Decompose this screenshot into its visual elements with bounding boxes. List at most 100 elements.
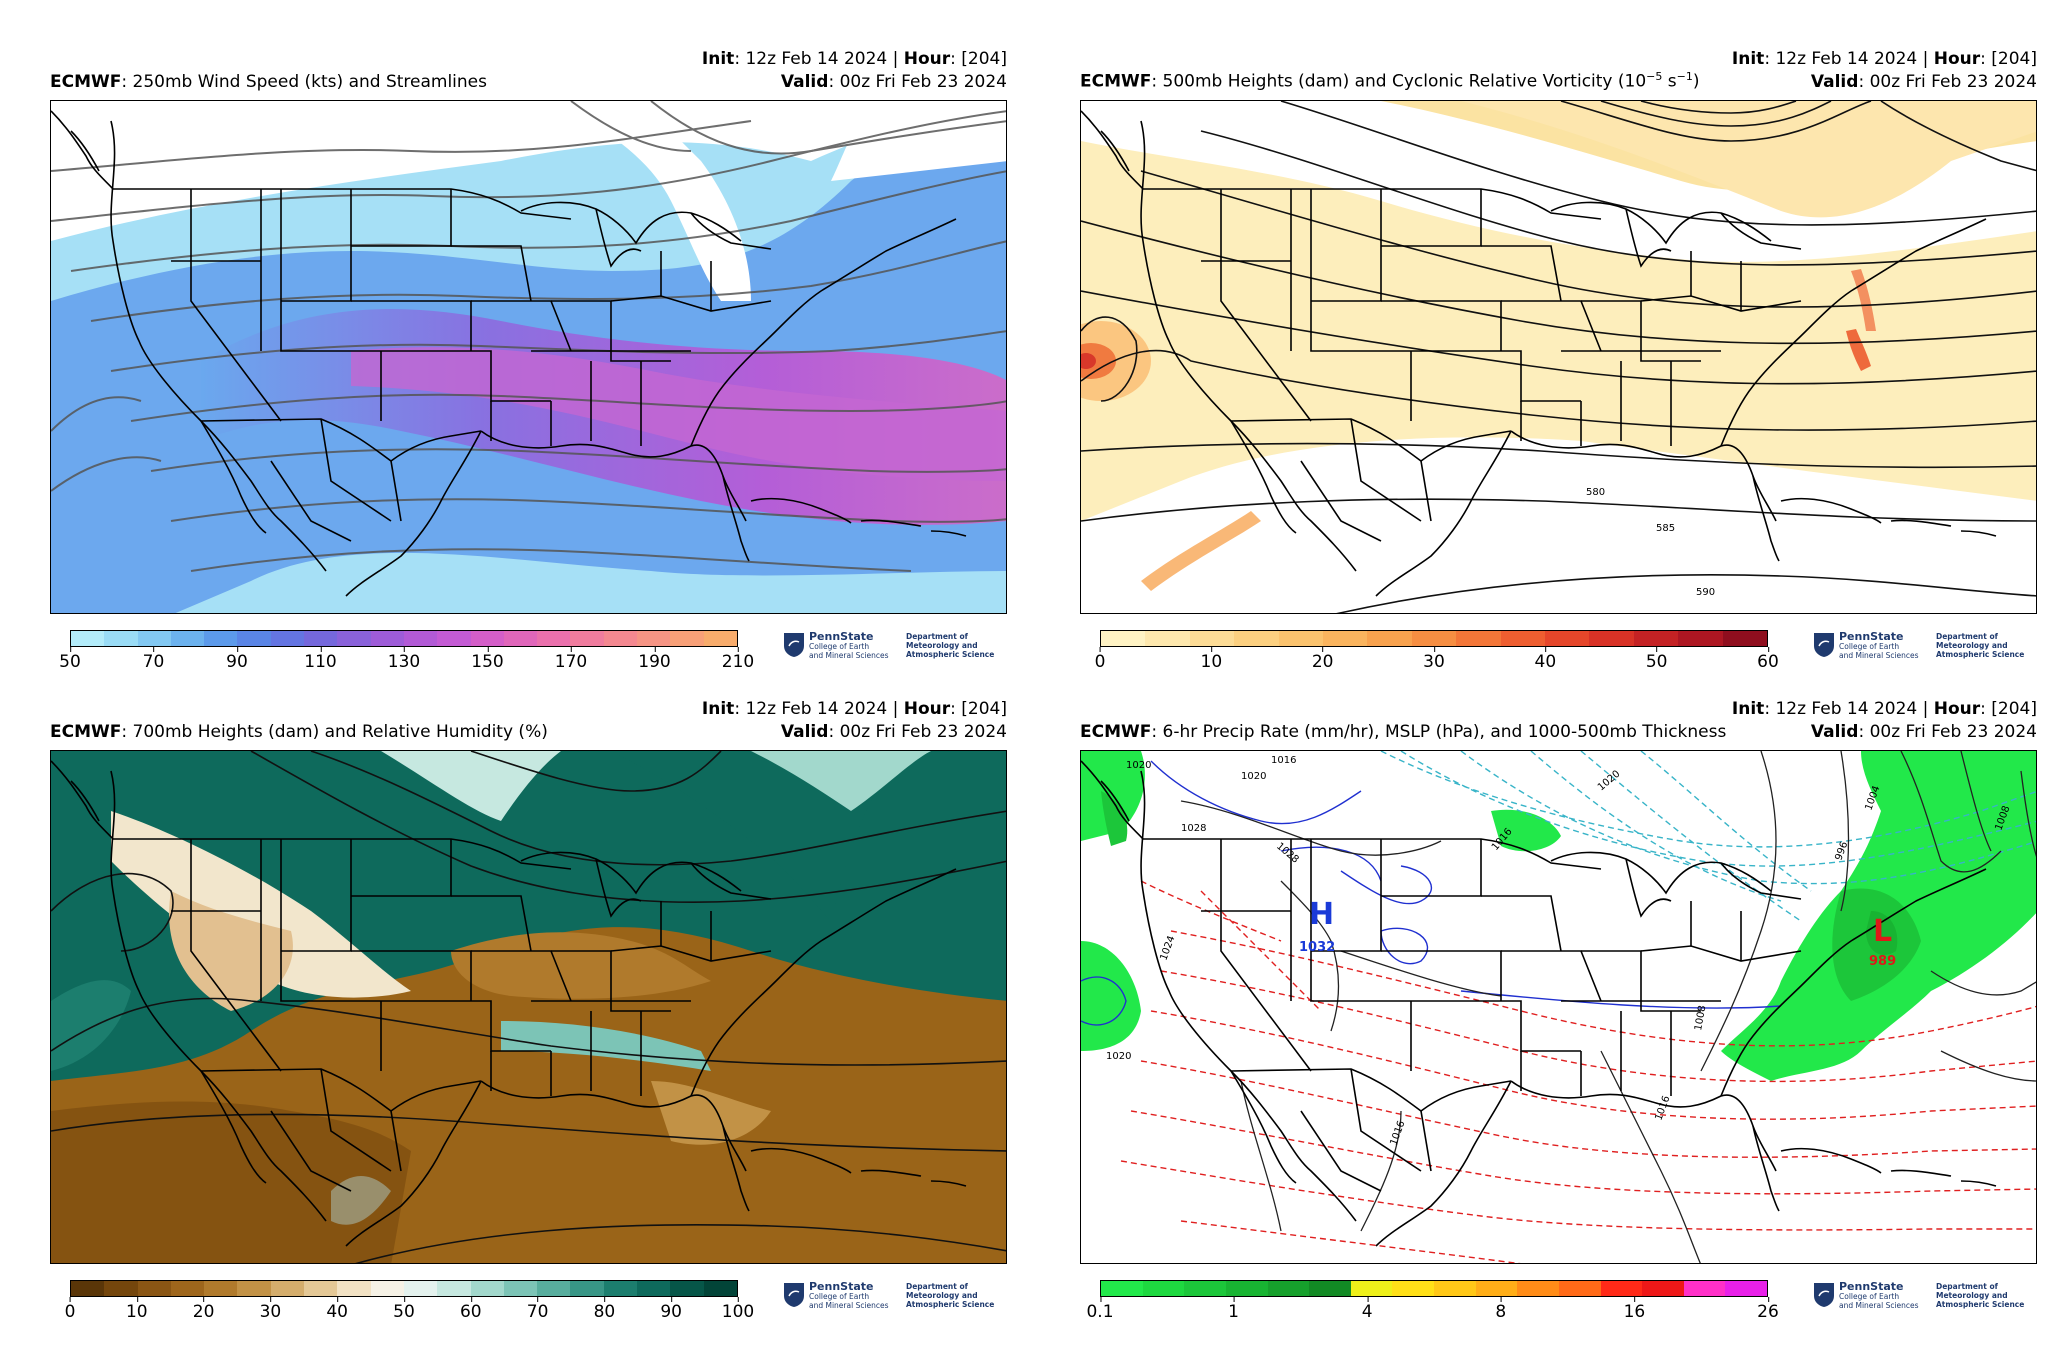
wind-map — [50, 100, 1007, 614]
wind-colorbar-ticks: 50 70 90 110 130 150 170 190 210 — [59, 647, 754, 674]
panel-title: ECMWF: 700mb Heights (dam) and Relative … — [50, 722, 548, 742]
colorbar-tick-label: 80 — [593, 1297, 616, 1322]
colorbar-swatch — [437, 631, 471, 646]
pennstate-logo: PennState College of Earth and Mineral Sc… — [783, 630, 1013, 666]
department-name: Department of Meteorology and Atmospheric … — [1936, 1282, 2025, 1309]
colorbar-swatch — [637, 1281, 671, 1296]
colorbar-swatch — [370, 631, 404, 646]
colorbar-swatch — [1456, 631, 1501, 646]
contour-label: 580 — [1586, 487, 1605, 498]
colorbar-swatch — [71, 631, 105, 646]
panel-precip-mslp: Init: 12z Feb 14 2024 | Hour: [204] ECMW… — [1030, 650, 2037, 1322]
colorbar-swatch — [137, 1281, 171, 1296]
department-name: Department of Meteorology and Atmospheric … — [1936, 632, 2025, 659]
university-name: PennState — [809, 1280, 874, 1293]
contour-label: 590 — [1696, 587, 1715, 598]
precip-colorbar-ticks: 0.1 1 4 8 16 26 — [1086, 1297, 1779, 1324]
colorbar-swatch — [1145, 631, 1190, 646]
colorbar-swatch — [637, 631, 671, 646]
colorbar-swatch — [1411, 631, 1457, 646]
colorbar-swatch — [1725, 1281, 1767, 1296]
isobar-label: 1016 — [1271, 755, 1296, 766]
colorbar-tick-label: 10 — [125, 1297, 148, 1322]
colorbar-swatch — [1633, 631, 1679, 646]
vorticity-map: 580 585 590 — [1080, 100, 2037, 614]
init-line: Init: 12z Feb 14 2024 | Hour: [204] — [701, 699, 1007, 719]
pennstate-logo: PennState College of Earth and Mineral Sc… — [1813, 1280, 2043, 1316]
isobar-label: 1028 — [1181, 823, 1206, 834]
colorbar-swatch — [1142, 1281, 1185, 1296]
colorbar-swatch — [337, 1281, 371, 1296]
colorbar-swatch — [1184, 1281, 1226, 1296]
colorbar-tick-label: 70 — [526, 1297, 549, 1322]
colorbar-swatch — [370, 1281, 404, 1296]
shield-icon — [784, 633, 804, 657]
pennstate-logo: PennState College of Earth and Mineral Sc… — [1813, 630, 2043, 666]
colorbar-swatch — [270, 631, 305, 646]
colorbar-swatch — [1323, 631, 1368, 646]
colorbar-swatch — [1722, 631, 1768, 646]
colorbar-swatch — [503, 1281, 538, 1296]
colorbar-swatch — [71, 1281, 105, 1296]
pennstate-logo: PennState College of Earth and Mineral Sc… — [783, 1280, 1013, 1316]
panel-500mb-vorticity: Init: 12z Feb 14 2024 | Hour: [204] ECMW… — [1030, 0, 2037, 672]
colorbar-swatch — [537, 1281, 571, 1296]
colorbar-swatch — [1309, 1281, 1351, 1296]
colorbar-tick-label: 20 — [1311, 647, 1334, 672]
colorbar-tick-label: 150 — [471, 647, 504, 672]
colorbar-swatch — [1350, 1281, 1393, 1296]
colorbar-swatch — [1434, 1281, 1476, 1296]
shield-icon — [784, 1283, 804, 1307]
colorbar-tick-label: 40 — [1534, 647, 1557, 672]
colorbar-tick-label: 210 — [721, 647, 755, 672]
colorbar-tick-label: 0 — [64, 1297, 76, 1322]
colorbar-swatch — [670, 631, 704, 646]
university-name: PennState — [1839, 630, 1904, 643]
colorbar-tick-label: 100 — [721, 1297, 755, 1322]
colorbar-swatch — [1392, 1281, 1434, 1296]
colorbar-tick-label: 50 — [59, 647, 81, 672]
rh-colorbar-ticks: 0 10 20 30 40 50 60 70 80 90 100 — [65, 1297, 754, 1324]
colorbar-swatch — [1367, 631, 1412, 646]
high-pressure-value: 1032 — [1299, 940, 1335, 955]
colorbar-swatch — [703, 631, 737, 646]
colorbar-swatch — [237, 631, 271, 646]
init-line: Init: 12z Feb 14 2024 | Hour: [204] — [1731, 49, 2037, 69]
college-name: College of Earth and Mineral Sciences — [1839, 642, 1919, 660]
colorbar-swatch — [1475, 1281, 1518, 1296]
colorbar-swatch — [703, 1281, 737, 1296]
colorbar-swatch — [1267, 1281, 1310, 1296]
colorbar-swatch — [603, 631, 638, 646]
colorbar-swatch — [170, 1281, 205, 1296]
colorbar-tick-label: 0 — [1094, 647, 1106, 672]
colorbar-swatch — [570, 631, 604, 646]
panel-title: ECMWF: 250mb Wind Speed (kts) and Stream… — [50, 72, 487, 92]
precip-colorbar — [1100, 1280, 1768, 1297]
low-pressure-value: 989 — [1869, 954, 1896, 969]
vorticity-colorbar — [1100, 630, 1768, 647]
panel-700mb-rh: Init: 12z Feb 14 2024 | Hour: [204] ECMW… — [0, 650, 1007, 1322]
colorbar-tick-label: 60 — [459, 1297, 482, 1322]
precip-map: 1020 1016 1020 1028 1024 1020 1004 1008 … — [1080, 750, 2037, 1264]
university-name: PennState — [809, 630, 874, 643]
colorbar-swatch — [304, 631, 338, 646]
valid-line: Valid: 00z Fri Feb 23 2024 — [780, 722, 1007, 742]
shield-icon — [1814, 633, 1834, 657]
college-name: College of Earth and Mineral Sciences — [809, 642, 889, 660]
colorbar-swatch — [470, 631, 504, 646]
colorbar-swatch — [403, 631, 438, 646]
colorbar-swatch — [137, 631, 171, 646]
colorbar-swatch — [237, 1281, 271, 1296]
wind-colorbar — [70, 630, 738, 647]
panel-title: ECMWF: 6-hr Precip Rate (mm/hr), MSLP (h… — [1080, 722, 1727, 742]
colorbar-swatch — [1642, 1281, 1684, 1296]
colorbar-tick-label: 1 — [1228, 1297, 1240, 1322]
colorbar-tick-label: 4 — [1361, 1297, 1373, 1322]
colorbar-swatch — [470, 1281, 504, 1296]
colorbar-tick-label: 60 — [1757, 647, 1779, 672]
colorbar-swatch — [1558, 1281, 1601, 1296]
colorbar-swatch — [304, 1281, 338, 1296]
colorbar-swatch — [1600, 1281, 1643, 1296]
colorbar-tick-label: 90 — [660, 1297, 683, 1322]
colorbar-swatch — [1683, 1281, 1726, 1296]
